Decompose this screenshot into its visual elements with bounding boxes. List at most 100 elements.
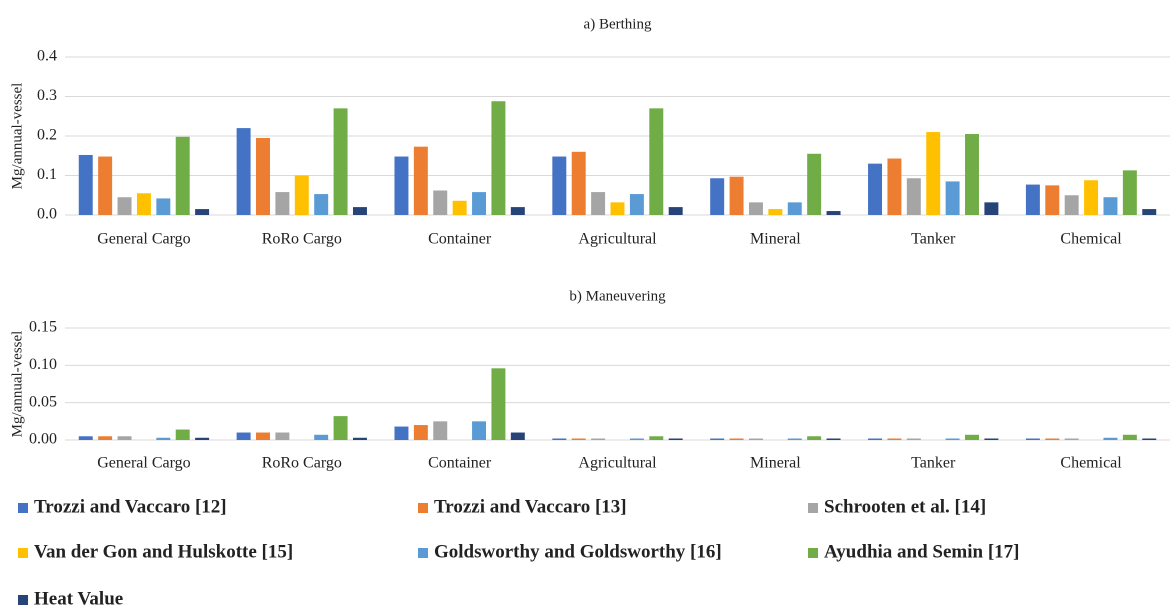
- bar: [78, 154, 93, 215]
- chart-title: a) Berthing: [584, 16, 652, 32]
- bar: [117, 436, 132, 440]
- bar: [314, 194, 329, 215]
- x-tick-label: RoRo Cargo: [262, 231, 342, 248]
- bar: [195, 437, 210, 440]
- bar: [984, 438, 999, 440]
- bar: [452, 200, 467, 215]
- bar: [294, 175, 309, 215]
- bar: [610, 202, 625, 215]
- bar: [256, 137, 270, 215]
- bar: [1122, 434, 1137, 440]
- bar: [1084, 180, 1099, 215]
- bar: [1064, 195, 1079, 215]
- bar: [314, 434, 329, 440]
- y-tick-label: 0.10: [29, 356, 57, 373]
- legend-swatch: [18, 548, 28, 558]
- bar: [887, 438, 902, 440]
- bar: [413, 146, 428, 215]
- bar: [256, 432, 270, 440]
- bar: [748, 202, 763, 215]
- bar: [1142, 438, 1157, 440]
- bar: [629, 438, 644, 440]
- bar: [826, 438, 841, 440]
- legend-label: Van der Gon and Hulskotte [15]: [34, 541, 293, 562]
- bar: [887, 158, 902, 215]
- x-tick-label: General Cargo: [97, 455, 190, 472]
- x-tick-label: Container: [428, 455, 492, 472]
- bar: [1045, 438, 1060, 440]
- bar: [333, 416, 348, 440]
- bar: [868, 163, 883, 215]
- bar: [472, 421, 487, 440]
- bar: [945, 181, 960, 215]
- legend-swatch: [808, 503, 818, 513]
- x-tick-label: Agricultural: [578, 231, 657, 248]
- chart-title: b) Maneuvering: [569, 288, 666, 304]
- bar: [571, 438, 586, 440]
- bar: [729, 438, 744, 440]
- bar: [710, 178, 725, 215]
- bar: [136, 193, 151, 215]
- y-tick-label: 0.0: [37, 206, 57, 223]
- bar: [710, 438, 725, 440]
- x-tick-label: Chemical: [1060, 455, 1122, 472]
- bar: [1025, 184, 1040, 215]
- x-tick-label: Tanker: [911, 455, 956, 472]
- bar: [807, 153, 822, 215]
- legend-swatch: [808, 548, 818, 558]
- legend-label: Trozzi and Vaccaro [12]: [34, 496, 227, 517]
- bar: [1064, 438, 1079, 440]
- y-tick-label: 0.15: [29, 319, 57, 336]
- bar: [1103, 437, 1118, 440]
- legend-label: Schrooten et al. [14]: [824, 496, 986, 517]
- x-tick-label: Tanker: [911, 231, 956, 248]
- legend-label: Heat Value: [34, 588, 123, 609]
- bar: [156, 198, 171, 215]
- bar: [175, 136, 190, 215]
- x-tick-label: Mineral: [750, 455, 801, 472]
- bar: [965, 134, 979, 215]
- x-tick-label: Chemical: [1060, 231, 1122, 248]
- bar: [1122, 170, 1137, 215]
- bar: [826, 211, 841, 215]
- bar: [807, 436, 822, 440]
- bar: [787, 438, 802, 440]
- y-tick-label: 0.2: [37, 127, 57, 144]
- bar: [729, 176, 744, 215]
- x-tick-label: General Cargo: [97, 231, 190, 248]
- bar: [984, 202, 999, 215]
- bar: [1142, 209, 1157, 215]
- bar: [906, 178, 921, 215]
- x-tick-label: Agricultural: [578, 455, 657, 472]
- bar: [1103, 197, 1118, 215]
- bar: [98, 156, 113, 215]
- bar: [906, 438, 921, 440]
- y-tick-label: 0.05: [29, 393, 57, 410]
- bar: [352, 207, 367, 215]
- y-tick-label: 0.00: [29, 431, 57, 448]
- bar: [1045, 185, 1060, 215]
- bar: [413, 425, 428, 440]
- bar: [175, 429, 190, 440]
- bar: [352, 437, 367, 440]
- bar: [195, 209, 210, 215]
- bar: [668, 438, 683, 440]
- legend-swatch: [18, 503, 28, 513]
- bar: [236, 128, 251, 215]
- bar: [472, 192, 487, 215]
- bar: [552, 156, 567, 215]
- bar: [78, 436, 93, 440]
- bar: [98, 436, 113, 440]
- bar: [945, 438, 960, 440]
- bar: [394, 156, 409, 215]
- legend-label: Ayudhia and Semin [17]: [824, 541, 1020, 562]
- bar: [591, 192, 606, 215]
- bar: [649, 436, 664, 440]
- bar: [510, 207, 525, 215]
- bar: [768, 209, 783, 215]
- bar: [510, 432, 525, 440]
- bar: [868, 438, 883, 440]
- bar: [275, 432, 290, 440]
- bar: [433, 190, 448, 215]
